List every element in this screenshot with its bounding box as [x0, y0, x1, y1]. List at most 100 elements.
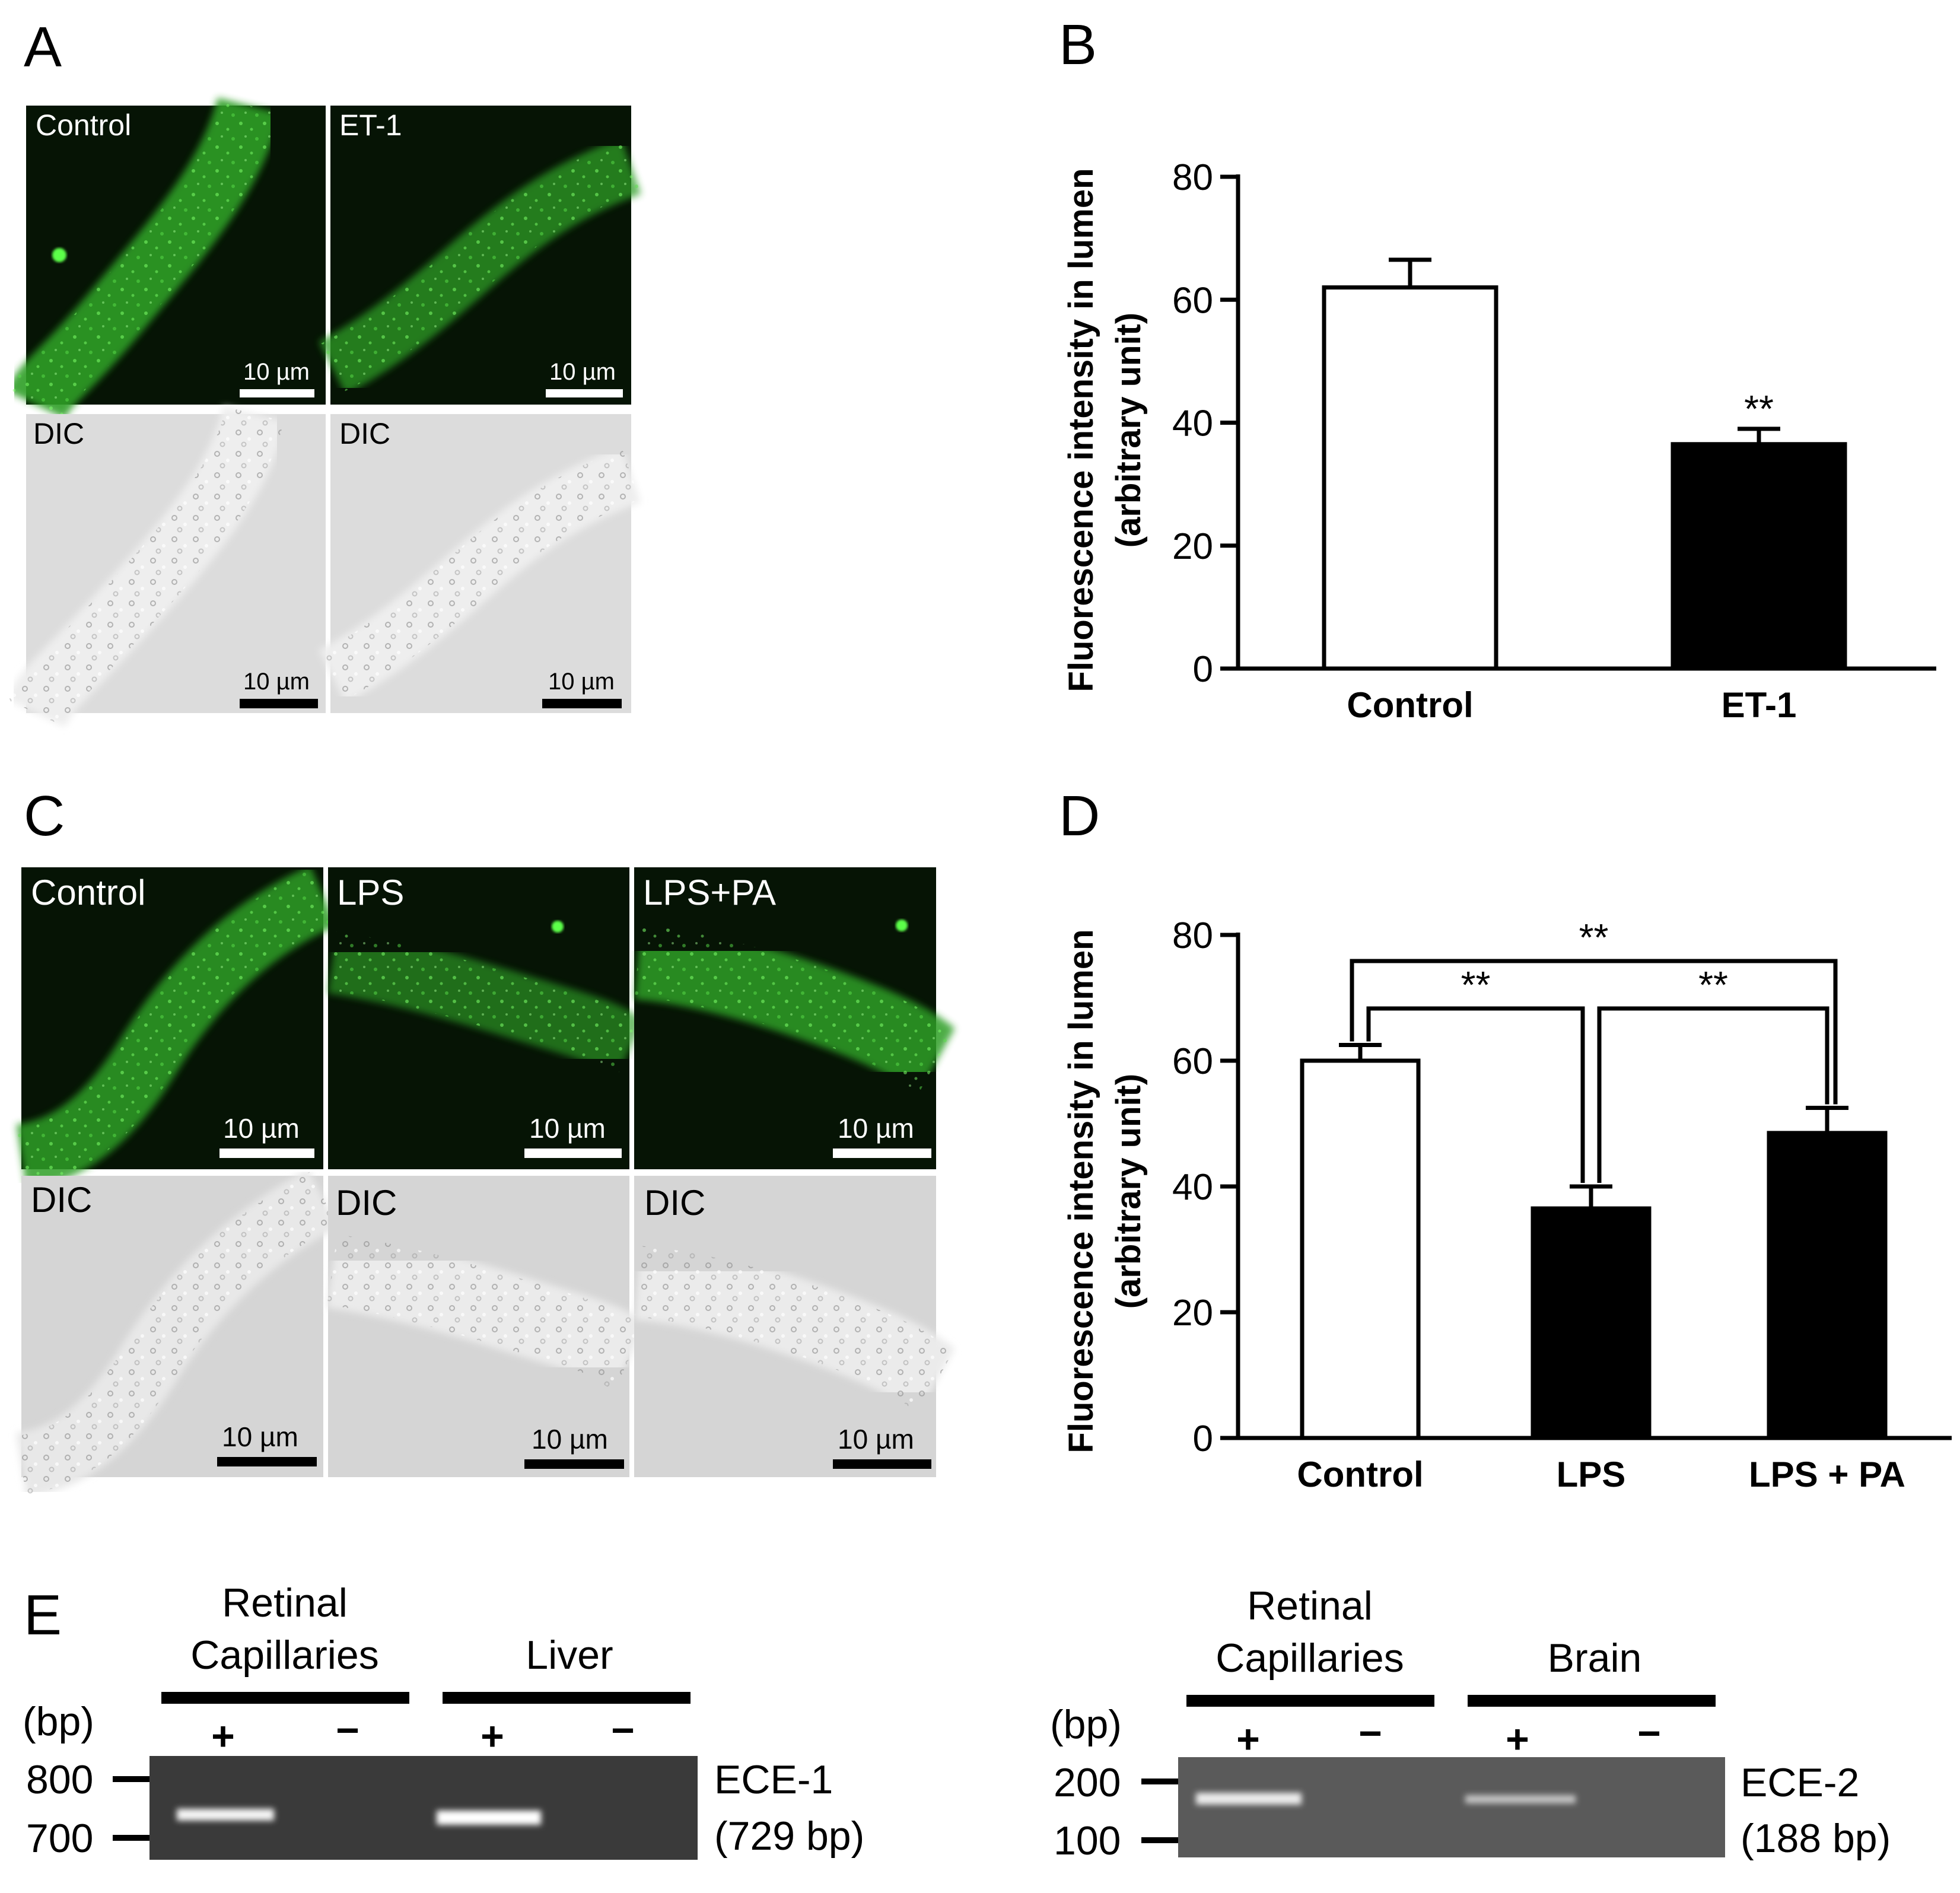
gel2-lane4-sign: −: [1637, 1711, 1661, 1756]
gel1-group2-bar: [443, 1692, 691, 1704]
gel2-marker-100: 100: [1054, 1818, 1121, 1863]
gel2-band-lane3: [1465, 1795, 1576, 1803]
gel1-group2-line2: Liver: [526, 1633, 613, 1678]
scale-bar: [833, 1459, 931, 1469]
chart-d-comparison-bracket: [1597, 1006, 1829, 1183]
micrograph-a-et1-label: ET-1: [339, 109, 402, 142]
micrograph-a-dic2-label: DIC: [339, 417, 390, 450]
scale-bar: [524, 1148, 622, 1158]
micrograph-a-dic1-label: DIC: [33, 417, 84, 450]
chart-d-comparison-label: **: [1579, 916, 1609, 959]
micrograph-c-lpspa-label: LPS+PA: [643, 873, 776, 912]
gel2-group2-bar: [1468, 1695, 1716, 1707]
chart-d-ytick-label: 40: [1172, 1167, 1213, 1208]
gel2-marker-100-tick: [1141, 1837, 1178, 1843]
chart-b-ytick-label: 0: [1193, 649, 1213, 690]
panel-c-micrographs: Control 10 µm LPS 10 µm LPS+PA 10 µm: [15, 866, 956, 1498]
chart-d-comparison-label: **: [1698, 963, 1728, 1006]
gel2-lane3-sign: +: [1506, 1717, 1529, 1762]
gel1-image: [149, 1756, 698, 1860]
chart-b-category-label: ET-1: [1722, 685, 1797, 725]
chart-d-category-label: LPS + PA: [1749, 1455, 1905, 1494]
scale-bar: [219, 1148, 314, 1158]
panel-letter-d: D: [1059, 784, 1100, 848]
gel1-lane2-sign: −: [336, 1708, 359, 1753]
chart-d-ylabel-line1: Fluorescence intensity in lumen: [1062, 929, 1100, 1453]
gel1-lane4-sign: −: [611, 1708, 635, 1753]
panel-letter-c: C: [24, 784, 65, 848]
gel2-unit: (bp): [1050, 1702, 1122, 1747]
micrograph-c-control-dic: DIC 10 µm: [15, 1169, 339, 1498]
panel-letter-a: A: [24, 15, 62, 79]
gel2-image: [1178, 1757, 1725, 1857]
chart-b: Fluorescence intensity in lumen (arbitra…: [1062, 157, 1936, 725]
chart-d-bar: [1531, 1206, 1652, 1440]
gel1-marker-700-tick: [113, 1835, 149, 1841]
micrograph-a-control-fluo: Control 10 µm: [6, 97, 326, 419]
gel2-band-lane1: [1196, 1793, 1302, 1805]
micrograph-a-et1-dic: DIC 10 µm: [319, 414, 641, 713]
micrograph-a-control-label: Control: [36, 109, 131, 142]
gel2-group2-line2: Brain: [1548, 1636, 1642, 1681]
chart-d-ytick-label: 60: [1172, 1041, 1213, 1082]
scale-bar: [542, 699, 622, 708]
chart-d-bar: [1767, 1131, 1888, 1440]
gel1-group1-line1: Retinal: [222, 1580, 348, 1625]
gel1-marker-800-tick: [113, 1776, 149, 1782]
chart-d-comparison-label: **: [1461, 963, 1491, 1006]
chart-d-ytick-label: 0: [1193, 1418, 1213, 1459]
chart-b-bar: [1671, 442, 1847, 671]
chart-b-significance-label: **: [1744, 387, 1774, 430]
micrograph-c-lps-label: LPS: [337, 873, 404, 912]
gel1-band-lane1: [177, 1809, 274, 1821]
micrograph-c-dic3-scale-text: 10 µm: [838, 1424, 914, 1455]
chart-d-ylabel-line2: (arbitrary unit): [1109, 1074, 1148, 1309]
chart-b-category-label: Control: [1347, 685, 1473, 725]
scale-bar: [524, 1459, 624, 1469]
panel-letter-e: E: [24, 1583, 62, 1647]
chart-b-ytick-label: 20: [1172, 526, 1213, 567]
chart-b-ytick-label: 60: [1172, 280, 1213, 321]
chart-b-bar: [1322, 285, 1498, 671]
gel1-lane3-sign: +: [481, 1714, 504, 1759]
micrograph-c-lpspa-scale-text: 10 µm: [838, 1113, 914, 1144]
micrograph-c-dic2-label: DIC: [336, 1183, 397, 1223]
micrograph-c-dic1-label: DIC: [31, 1180, 92, 1220]
gel1-unit: (bp): [23, 1699, 94, 1744]
micrograph-c-lpspa-dic: DIC 10 µm: [634, 1176, 956, 1477]
gel1-group1-line2: Capillaries: [190, 1633, 378, 1678]
scale-bar: [546, 389, 623, 397]
chart-b-ytick-label: 40: [1172, 403, 1213, 444]
micrograph-a-control-scale-text: 10 µm: [243, 359, 310, 385]
micrograph-c-dic2-scale-text: 10 µm: [532, 1424, 608, 1455]
chart-d-category-label: LPS: [1557, 1455, 1626, 1494]
scale-bar: [833, 1148, 931, 1158]
gel1-group1-bar: [161, 1692, 409, 1704]
micrograph-a-et1-scale-text: 10 µm: [549, 359, 616, 385]
panel-letter-b: B: [1059, 13, 1097, 77]
micrograph-a-et1-fluo: ET-1 10 µm: [319, 106, 641, 405]
gel-ece1: Retinal Capillaries Liver (bp) + − + − 8…: [23, 1580, 864, 1861]
gel2-size: (188 bp): [1741, 1816, 1891, 1861]
gel1-gene: ECE-1: [714, 1757, 833, 1802]
gel2-marker-200: 200: [1054, 1760, 1121, 1805]
gel1-band-lane3: [437, 1811, 541, 1825]
gel1-size: (729 bp): [714, 1814, 864, 1859]
scale-bar: [240, 389, 314, 397]
gel2-gene: ECE-2: [1741, 1760, 1859, 1805]
chart-d: Fluorescence intensity in lumen (arbitra…: [1062, 915, 1952, 1494]
gel2-lane2-sign: −: [1358, 1711, 1382, 1756]
gel2-group1-line1: Retinal: [1247, 1583, 1373, 1628]
chart-b-ytick-label: 80: [1172, 157, 1213, 198]
micrograph-c-lps-scale-text: 10 µm: [529, 1113, 606, 1144]
micrograph-a-dic2-scale-text: 10 µm: [548, 669, 615, 695]
scale-bar: [240, 699, 318, 708]
gel1-marker-800: 800: [26, 1757, 93, 1802]
gel2-marker-200-tick: [1141, 1779, 1178, 1784]
gel2-lane1-sign: +: [1236, 1717, 1260, 1762]
chart-d-category-label: Control: [1297, 1455, 1423, 1494]
gel1-lane1-sign: +: [211, 1714, 235, 1759]
micrograph-a-control-dic: DIC 10 µm: [6, 405, 326, 728]
micrograph-c-control-label: Control: [31, 873, 145, 912]
